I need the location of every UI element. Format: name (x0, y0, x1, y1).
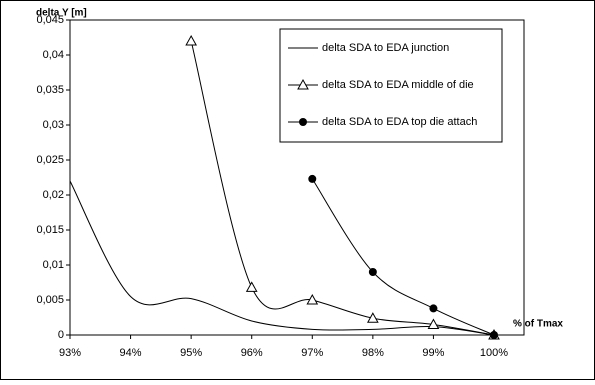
y-tick-label: 0,035 (36, 84, 64, 96)
x-tick-label: 94% (120, 347, 142, 359)
marker (368, 268, 377, 276)
legend-label: delta SDA to EDA top die attach (322, 116, 477, 128)
legend-label: delta SDA to EDA junction (322, 42, 449, 54)
marker (367, 312, 379, 323)
y-tick-label: 0,01 (43, 259, 64, 271)
marker (308, 174, 317, 183)
y-tick-label: 0,015 (36, 224, 64, 236)
x-tick-label: 98% (362, 347, 384, 359)
marker (306, 293, 319, 305)
marker (427, 318, 440, 329)
y-tick-label: 0,025 (36, 154, 64, 166)
x-tick-label: 100% (480, 347, 508, 359)
x-tick-label: 95% (180, 347, 202, 359)
series-line (69, 180, 495, 336)
plot-frame (69, 19, 525, 336)
marker (185, 34, 197, 46)
series-line (311, 178, 495, 336)
y-tick-label: 0,04 (43, 49, 64, 61)
y-tick-label: 0,005 (36, 294, 64, 306)
x-axis-label: % of Tmax (513, 319, 563, 330)
y-axis-label: delta Y [m] (36, 8, 87, 19)
y-tick-label: 0,03 (43, 119, 64, 131)
x-tick-label: 99% (422, 347, 444, 359)
legend-label: delta SDA to EDA middle of die (322, 79, 474, 91)
marker (299, 118, 307, 126)
y-tick-label: 0 (58, 329, 64, 341)
x-tick-label: 96% (241, 347, 263, 359)
marker (429, 304, 438, 313)
x-tick-label: 97% (301, 347, 323, 359)
x-tick-label: 93% (59, 347, 81, 359)
marker (490, 331, 498, 339)
y-tick-label: 0,02 (43, 189, 64, 201)
marker (297, 78, 309, 90)
y-tick-label: 0,045 (36, 14, 64, 26)
marker (245, 281, 258, 292)
